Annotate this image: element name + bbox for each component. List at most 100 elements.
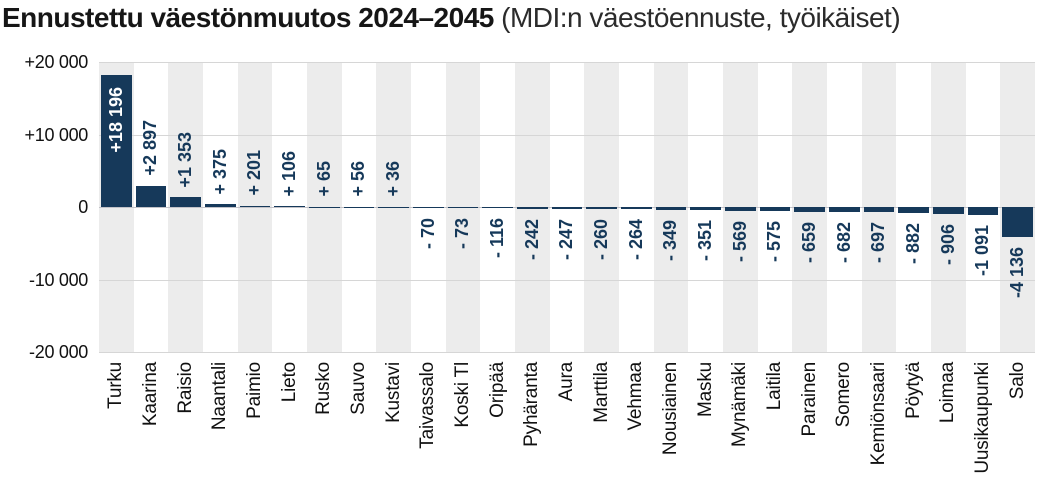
category-label-box: Pöytyä [896, 362, 931, 419]
y-axis-label: -10 000 [29, 269, 88, 290]
value-label-box: +2 897 [134, 62, 169, 176]
category-label-box: Nousiainen [654, 362, 689, 455]
category-label-box: Kustavi [376, 362, 411, 423]
bar [239, 205, 271, 207]
bar [135, 185, 167, 207]
category-label: Sauvo [347, 362, 369, 415]
bar [274, 206, 305, 208]
value-label: + 65 [313, 160, 334, 197]
category-label-box: Salo [1000, 362, 1035, 399]
value-label: + 106 [279, 150, 300, 197]
value-label: + 36 [383, 161, 404, 197]
category-label: Kaarina [139, 362, 161, 427]
chart-subtitle: (MDI:n väestöennuste, työikäiset) [501, 2, 901, 33]
category-label: Paimio [243, 362, 265, 419]
bar [933, 207, 964, 214]
value-label: - 349 [660, 219, 681, 261]
value-label: - 116 [487, 217, 508, 258]
category-label: Vehmaa [625, 362, 647, 431]
value-label-box: - 70 [411, 218, 446, 249]
category-label: Salo [1006, 362, 1028, 400]
bar [794, 207, 825, 212]
bar [413, 207, 444, 208]
category-label-box: Kaarina [134, 362, 169, 426]
value-label: - 264 [625, 218, 646, 260]
category-label-box: Lieto [272, 362, 307, 402]
category-label-box: Raisio [168, 362, 203, 414]
category-label-box: Paimio [238, 362, 273, 419]
value-label: - 697 [868, 222, 889, 264]
y-axis-label: -20 000 [29, 342, 88, 362]
value-label: +2 897 [140, 120, 161, 176]
bar [309, 206, 340, 208]
category-label: Uusikaupunki [971, 362, 993, 474]
category-label-box: Aura [550, 362, 585, 401]
category-label-box: Taivassalo [411, 362, 446, 449]
bar [205, 204, 236, 207]
value-label: +1 353 [175, 131, 196, 188]
value-label: - 659 [799, 221, 820, 263]
value-label-box: - 682 [827, 222, 862, 263]
category-label-box: Somero [827, 362, 862, 427]
value-label-box: - 260 [584, 219, 619, 260]
category-label-box: Koski Tl [446, 362, 481, 428]
bar [621, 207, 652, 209]
bar [759, 207, 791, 212]
bar [170, 197, 201, 207]
value-label: -1 091 [972, 224, 993, 276]
value-label: - 682 [833, 221, 854, 263]
category-label-box: Uusikaupunki [966, 362, 1001, 474]
value-label-box: - 116 [480, 218, 515, 258]
y-axis-label: +20 000 [24, 52, 89, 72]
grid-line [99, 279, 1035, 281]
bar [690, 207, 721, 210]
bar [967, 207, 999, 215]
category-label: Masku [694, 362, 716, 417]
category-label: Nousiainen [659, 362, 681, 456]
value-label: + 201 [244, 149, 265, 196]
category-label-box: Kemiönsaari [862, 362, 897, 465]
value-label-box: - 247 [550, 219, 585, 260]
category-label: Parainen [798, 362, 820, 437]
value-label-box: +1 353 [168, 62, 203, 188]
category-label: Rusko [313, 362, 335, 415]
value-label: - 70 [417, 217, 438, 249]
category-label: Naantali [209, 362, 231, 431]
value-label-box: - 575 [758, 221, 793, 262]
value-label: - 575 [764, 221, 785, 263]
category-label: Pyhäranta [521, 362, 543, 447]
category-label-box: Naantali [203, 362, 238, 430]
value-label-box: + 106 [272, 62, 307, 197]
value-label: - 906 [937, 223, 958, 265]
value-label-box: - 659 [792, 222, 827, 263]
value-label: +18 196 [105, 87, 126, 153]
y-axis-label: +10 000 [24, 124, 89, 145]
value-label-box: - 697 [862, 222, 897, 263]
category-label: Mynämäki [729, 362, 751, 447]
category-label-box: Turku [99, 362, 134, 409]
value-label-box: - 906 [931, 224, 966, 265]
value-label-box: + 65 [307, 62, 342, 197]
bar [1002, 207, 1033, 237]
value-label-box: + 36 [376, 62, 411, 197]
value-label-box: - 264 [619, 219, 654, 260]
category-label: Pöytyä [902, 362, 924, 419]
bar [101, 75, 132, 207]
bar [829, 207, 860, 212]
value-label-box: - 242 [515, 219, 550, 260]
value-label-box: -4 136 [1000, 247, 1035, 298]
category-label: Somero [833, 362, 855, 428]
value-label-box: - 73 [446, 218, 481, 249]
bar [898, 207, 929, 214]
category-label: Loimaa [937, 362, 959, 424]
value-label: - 242 [521, 218, 542, 260]
category-label: Kustavi [382, 362, 404, 423]
value-label: - 351 [695, 219, 716, 261]
category-label-box: Marttila [584, 362, 619, 423]
bar [725, 207, 756, 212]
category-label-box: Loimaa [931, 362, 966, 423]
grid-line [99, 352, 1035, 353]
category-label: Aura [555, 362, 577, 402]
bar [378, 206, 409, 208]
